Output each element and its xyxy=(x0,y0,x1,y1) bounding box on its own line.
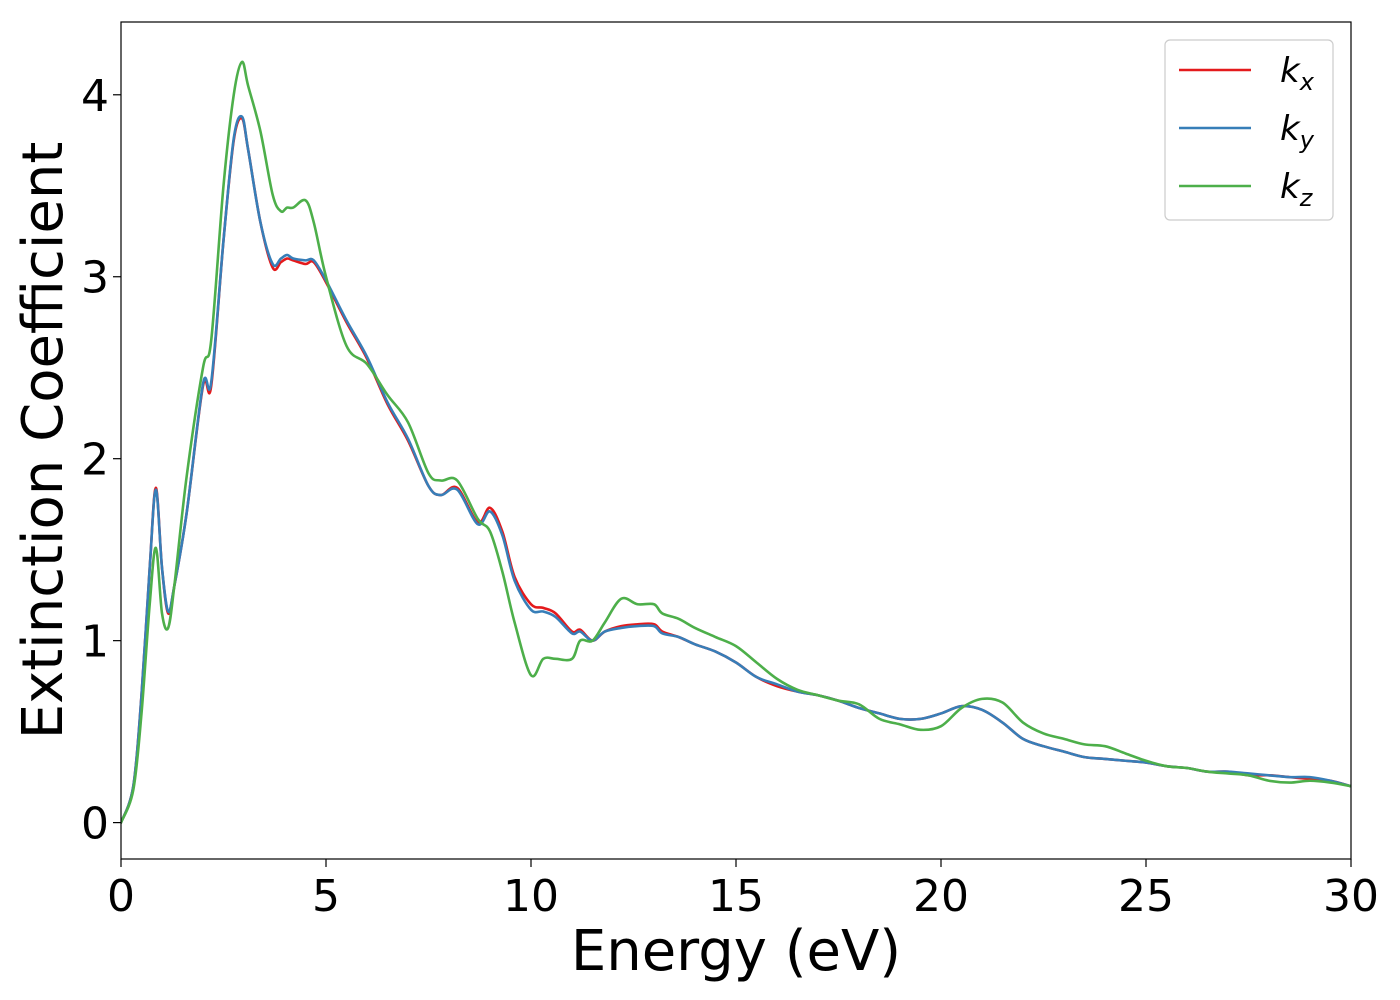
series-layer xyxy=(121,60,1351,824)
x-tick-label: 15 xyxy=(708,871,764,922)
legend: kx ky kz xyxy=(1164,39,1334,221)
x-tick-label: 0 xyxy=(107,871,135,922)
legend-frame xyxy=(1164,39,1334,221)
x-tick-label: 25 xyxy=(1118,871,1174,922)
x-tick-label: 20 xyxy=(913,871,969,922)
y-tick-label: 0 xyxy=(81,799,109,850)
series-line-ky xyxy=(121,114,1351,824)
x-axis-label: Energy (eV) xyxy=(571,919,901,984)
series-line-kz xyxy=(121,60,1351,824)
legend-label-kz: kz xyxy=(1280,167,1314,212)
y-axis-label: Extinction Coefficient xyxy=(11,142,76,740)
legend-label-kx: kx xyxy=(1280,51,1315,96)
x-tick-label: 5 xyxy=(312,871,340,922)
x-tick-label: 30 xyxy=(1323,871,1379,922)
y-tick-label: 1 xyxy=(81,617,109,668)
series-line-kx xyxy=(121,116,1351,824)
x-tick-label: 10 xyxy=(503,871,559,922)
y-tick-label: 2 xyxy=(81,435,109,486)
legend-label-ky: ky xyxy=(1280,109,1315,154)
y-tick-label: 3 xyxy=(81,253,109,304)
y-tick-label: 4 xyxy=(81,71,109,122)
x-axis-ticks: 0 5 10 15 20 25 30 xyxy=(107,859,1379,922)
y-axis-ticks: 0 1 2 3 4 xyxy=(81,71,121,850)
